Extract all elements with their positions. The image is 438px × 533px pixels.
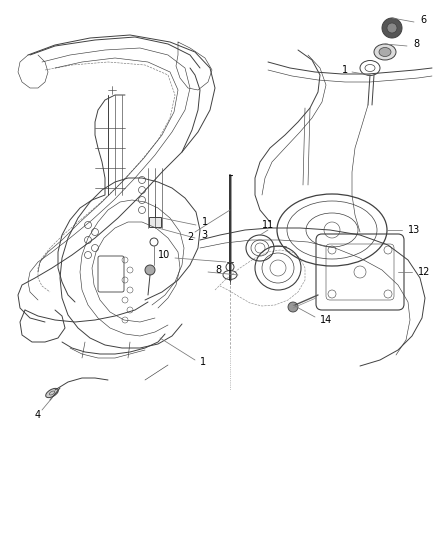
Circle shape: [288, 302, 298, 312]
Ellipse shape: [223, 271, 237, 279]
Ellipse shape: [46, 389, 58, 398]
Text: 8: 8: [215, 265, 221, 275]
Circle shape: [145, 265, 155, 275]
Text: 4: 4: [35, 410, 41, 420]
Ellipse shape: [379, 47, 391, 56]
Text: 3: 3: [201, 230, 207, 240]
Text: 1: 1: [200, 357, 206, 367]
Text: 10: 10: [158, 250, 170, 260]
Text: 14: 14: [320, 315, 332, 325]
Text: 1: 1: [342, 65, 348, 75]
Circle shape: [226, 263, 234, 271]
Text: 6: 6: [420, 15, 426, 25]
FancyBboxPatch shape: [149, 217, 161, 227]
Ellipse shape: [360, 61, 380, 76]
Text: 8: 8: [413, 39, 419, 49]
Text: 2: 2: [187, 232, 193, 242]
Text: 12: 12: [418, 267, 431, 277]
Circle shape: [382, 18, 402, 38]
Text: 13: 13: [408, 225, 420, 235]
Ellipse shape: [374, 44, 396, 60]
Circle shape: [150, 238, 158, 246]
Text: 11: 11: [262, 220, 274, 230]
Text: 1: 1: [202, 217, 208, 227]
Circle shape: [387, 23, 397, 33]
